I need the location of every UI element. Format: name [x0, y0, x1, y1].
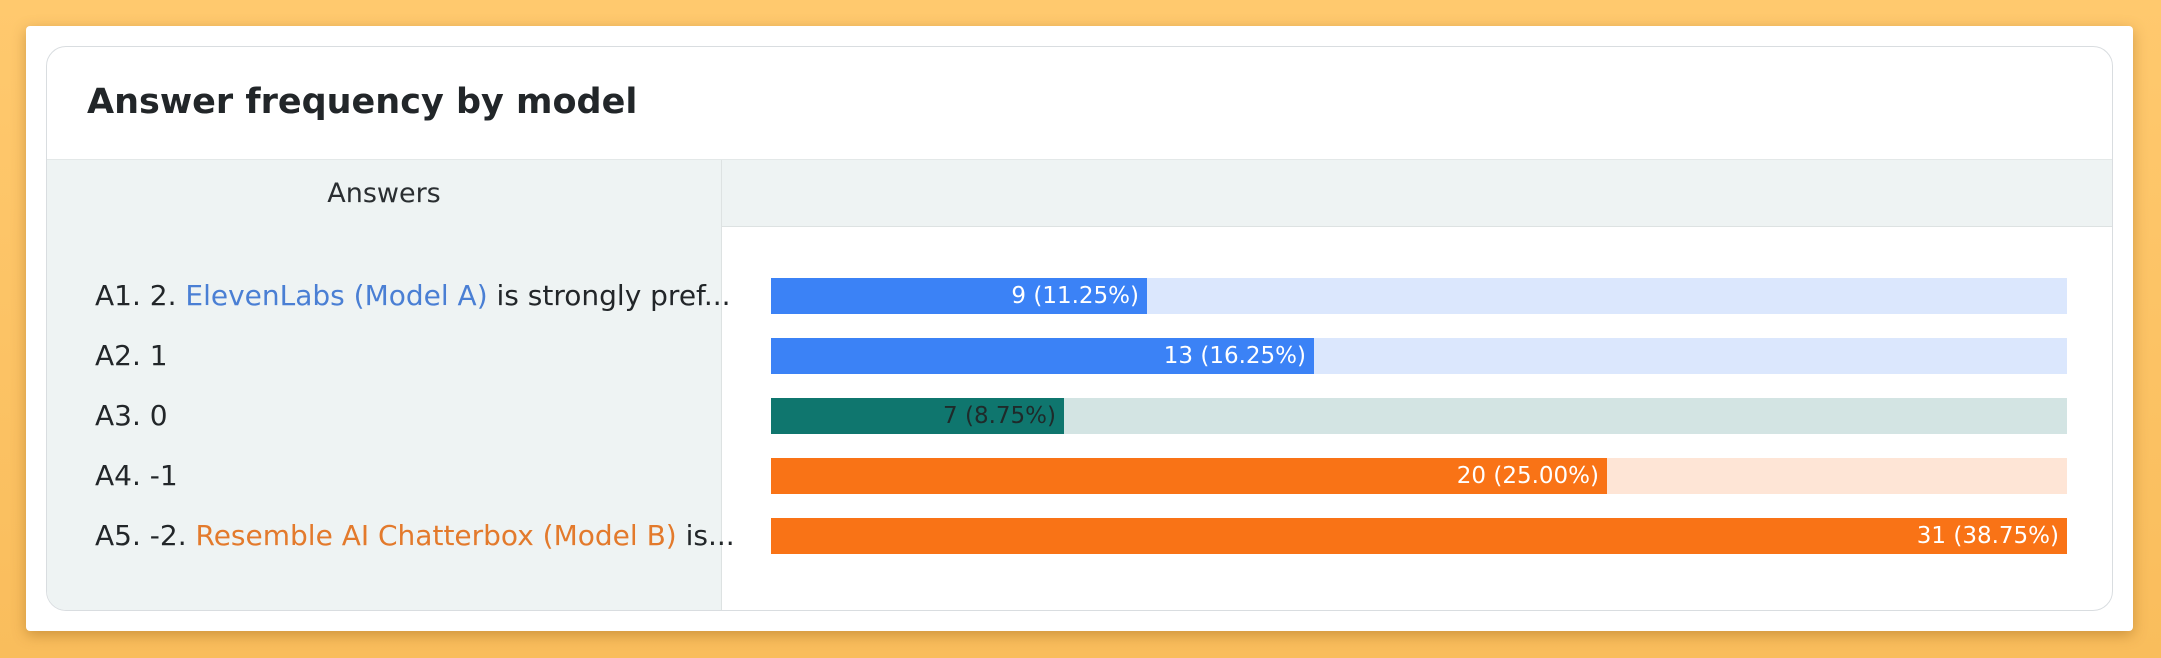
bar-value-label-4: 20 (25.00%)	[1456, 463, 1599, 489]
answers-column: A1. 2. ElevenLabs (Model A) is strongly …	[47, 226, 735, 610]
answer-label-3: A3. 0	[95, 398, 168, 434]
bar-value-label-2: 13 (16.25%)	[1163, 343, 1306, 369]
bar-5	[771, 518, 2067, 554]
bar-track-4: 20 (25.00%)	[771, 458, 2067, 494]
answer-model-name: Resemble AI Chatterbox (Model B)	[195, 519, 677, 552]
answer-label-1: A1. 2. ElevenLabs (Model A) is strongly …	[95, 278, 731, 314]
table-header-row: Answers	[47, 159, 2112, 227]
bar-track-5: 31 (38.75%)	[771, 518, 2067, 554]
answer-code: A3. 0	[95, 399, 168, 432]
answer-code: A2. 1	[95, 339, 168, 372]
answer-text: is strongly pref...	[496, 279, 731, 312]
answer-label-5: A5. -2. Resemble AI Chatterbox (Model B)…	[95, 518, 735, 554]
bar-track-2: 13 (16.25%)	[771, 338, 2067, 374]
card-title: Answer frequency by model	[87, 82, 638, 122]
answers-column-header: Answers	[47, 160, 722, 226]
answer-code: A5. -2.	[95, 519, 187, 552]
bar-track-3: 7 (8.75%)	[771, 398, 2067, 434]
answer-code: A1. 2.	[95, 279, 177, 312]
bar-chart-area: 9 (11.25%) 13 (16.25%) 7 (8.75%) 20 (25.00%…	[723, 226, 2112, 610]
bar-2	[771, 338, 1314, 374]
bar-value-label-5: 31 (38.75%)	[1916, 523, 2059, 549]
bar-4	[771, 458, 1607, 494]
answer-model-name: ElevenLabs (Model A)	[185, 279, 488, 312]
bar-value-label-1: 9 (11.25%)	[1011, 283, 1139, 309]
answer-label-2: A2. 1	[95, 338, 168, 374]
bar-track-1: 9 (11.25%)	[771, 278, 2067, 314]
bar-3	[771, 398, 1064, 434]
answer-frequency-card: Answer frequency by model Answers A1. 2.…	[46, 46, 2113, 611]
answer-text: is...	[685, 519, 735, 552]
bar-value-label-3: 7 (8.75%)	[943, 403, 1056, 429]
answer-code: A4. -1	[95, 459, 178, 492]
bar-1	[771, 278, 1147, 314]
answer-label-4: A4. -1	[95, 458, 178, 494]
page-panel: Answer frequency by model Answers A1. 2.…	[26, 26, 2133, 631]
